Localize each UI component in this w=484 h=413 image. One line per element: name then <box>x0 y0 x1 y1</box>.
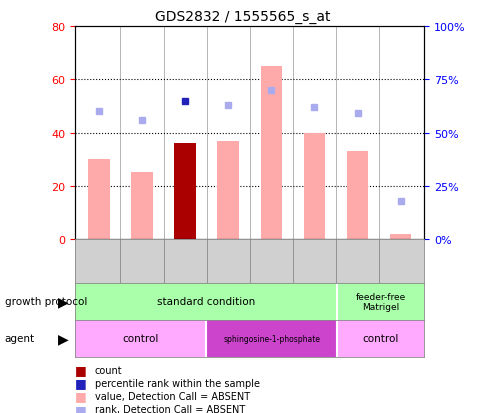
Text: feeder-free
Matrigel: feeder-free Matrigel <box>355 292 405 311</box>
Bar <box>336 320 424 357</box>
Text: ▶: ▶ <box>58 294 68 309</box>
Text: ■: ■ <box>75 363 87 376</box>
Bar <box>206 320 336 357</box>
Text: agent: agent <box>5 334 35 344</box>
Bar <box>346 152 367 240</box>
Text: GDS2832 / 1555565_s_at: GDS2832 / 1555565_s_at <box>154 10 330 24</box>
Bar <box>131 173 152 240</box>
Text: ■: ■ <box>75 403 87 413</box>
Bar <box>174 144 196 240</box>
Text: control: control <box>362 334 398 344</box>
Text: ■: ■ <box>75 376 87 389</box>
Text: value, Detection Call = ABSENT: value, Detection Call = ABSENT <box>94 391 249 401</box>
Text: count: count <box>94 365 122 375</box>
Bar <box>260 67 282 240</box>
Text: ■: ■ <box>75 389 87 403</box>
Bar <box>389 234 410 240</box>
Text: control: control <box>122 334 158 344</box>
Text: ▶: ▶ <box>58 332 68 346</box>
Text: sphingosine-1-phosphate: sphingosine-1-phosphate <box>223 334 319 343</box>
Bar <box>88 160 109 240</box>
Bar <box>303 133 325 240</box>
Text: growth protocol: growth protocol <box>5 297 87 306</box>
Bar <box>75 320 206 357</box>
Text: rank, Detection Call = ABSENT: rank, Detection Call = ABSENT <box>94 404 244 413</box>
Text: standard condition: standard condition <box>157 297 255 306</box>
Text: percentile rank within the sample: percentile rank within the sample <box>94 378 259 388</box>
Bar <box>217 141 239 240</box>
